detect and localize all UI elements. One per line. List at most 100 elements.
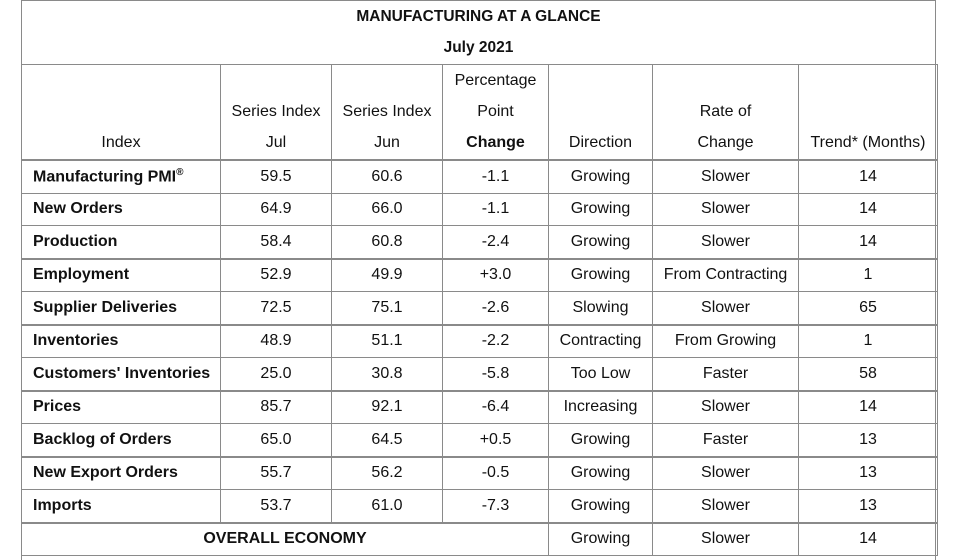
row-jun: 75.1 bbox=[331, 291, 443, 325]
row-rate: Slower bbox=[652, 192, 799, 226]
row-rate: Faster bbox=[652, 423, 799, 457]
row-jun: 49.9 bbox=[331, 257, 443, 292]
row-change: -1.1 bbox=[442, 192, 549, 226]
row-trend: 13 bbox=[798, 455, 938, 490]
table-row: Prices 85.7 92.1 -6.4 Increasing Slower … bbox=[21, 389, 938, 424]
row-jul: 52.9 bbox=[220, 257, 332, 292]
row-direction: Too Low bbox=[548, 357, 653, 391]
header-change: Percentage Point Change bbox=[442, 64, 549, 161]
table-row: New Orders 64.9 66.0 -1.1 Growing Slower… bbox=[21, 192, 938, 226]
row-trend: 65 bbox=[798, 291, 938, 325]
row-change: -0.5 bbox=[442, 455, 549, 490]
row-rate: From Growing bbox=[652, 323, 799, 358]
header-index: Index bbox=[21, 64, 221, 161]
row-rate: Slower bbox=[652, 225, 799, 259]
row-jun: 92.1 bbox=[331, 389, 443, 424]
row-jul: 85.7 bbox=[220, 389, 332, 424]
row-direction: Growing bbox=[548, 192, 653, 226]
row-direction: Growing bbox=[548, 489, 653, 523]
row-rate: Slower bbox=[652, 389, 799, 424]
row-change: -1.1 bbox=[442, 159, 549, 194]
manufacturing-table: Index Series Index Jul Series Index Jun Pe… bbox=[21, 64, 938, 556]
row-trend: 14 bbox=[798, 225, 938, 259]
row-trend: 13 bbox=[798, 423, 938, 457]
row-direction: Growing bbox=[548, 225, 653, 259]
row-change: -2.6 bbox=[442, 291, 549, 325]
row-direction: Growing bbox=[548, 159, 653, 194]
row-trend: 58 bbox=[798, 357, 938, 391]
header-trend: Trend* (Months) bbox=[798, 64, 938, 161]
row-name: Customers' Inventories bbox=[21, 357, 221, 391]
row-jun: 61.0 bbox=[331, 489, 443, 523]
row-name: Imports bbox=[21, 489, 221, 523]
table-subtitle: July 2021 bbox=[443, 39, 514, 56]
row-direction: Increasing bbox=[548, 389, 653, 424]
row-trend: 13 bbox=[798, 489, 938, 523]
header-row: Index Series Index Jul Series Index Jun Pe… bbox=[21, 64, 938, 161]
row-trend: 14 bbox=[798, 192, 938, 226]
table-row: Manufacturing PMI® 59.5 60.6 -1.1 Growin… bbox=[21, 159, 938, 194]
row-name: New Export Orders bbox=[21, 455, 221, 490]
row-rate: Slower bbox=[652, 489, 799, 523]
row-direction: Growing bbox=[548, 423, 653, 457]
row-jul: 58.4 bbox=[220, 225, 332, 259]
row-jun: 51.1 bbox=[331, 323, 443, 358]
row-trend: 1 bbox=[798, 257, 938, 292]
overall-direction: Growing bbox=[548, 521, 653, 556]
table-title: MANUFACTURING AT A GLANCE bbox=[356, 8, 601, 25]
row-jul: 55.7 bbox=[220, 455, 332, 490]
row-change: +0.5 bbox=[442, 423, 549, 457]
row-name: New Orders bbox=[21, 192, 221, 226]
row-name: Supplier Deliveries bbox=[21, 291, 221, 325]
row-jun: 60.6 bbox=[331, 159, 443, 194]
row-name: Manufacturing PMI® bbox=[21, 159, 221, 194]
overall-label: OVERALL ECONOMY bbox=[21, 521, 549, 556]
table-row: Backlog of Orders 65.0 64.5 +0.5 Growing… bbox=[21, 423, 938, 457]
row-jul: 53.7 bbox=[220, 489, 332, 523]
row-jul: 59.5 bbox=[220, 159, 332, 194]
row-jun: 30.8 bbox=[331, 357, 443, 391]
table-row: New Export Orders 55.7 56.2 -0.5 Growing… bbox=[21, 455, 938, 490]
row-change: -5.8 bbox=[442, 357, 549, 391]
table-row: Employment 52.9 49.9 +3.0 Growing From C… bbox=[21, 257, 938, 292]
row-jul: 65.0 bbox=[220, 423, 332, 457]
row-jun: 56.2 bbox=[331, 455, 443, 490]
row-jul: 25.0 bbox=[220, 357, 332, 391]
header-jul: Series Index Jul bbox=[220, 64, 332, 161]
header-direction: Direction bbox=[548, 64, 653, 161]
table-row: Supplier Deliveries 72.5 75.1 -2.6 Slowi… bbox=[21, 291, 938, 325]
header-rate: Rate of Change bbox=[652, 64, 799, 161]
row-rate: Slower bbox=[652, 291, 799, 325]
row-jun: 64.5 bbox=[331, 423, 443, 457]
table-row: Production 58.4 60.8 -2.4 Growing Slower… bbox=[21, 225, 938, 259]
row-name: Prices bbox=[21, 389, 221, 424]
row-rate: Faster bbox=[652, 357, 799, 391]
row-change: -2.2 bbox=[442, 323, 549, 358]
table-row: Imports 53.7 61.0 -7.3 Growing Slower 13 bbox=[21, 489, 938, 523]
row-rate: Slower bbox=[652, 455, 799, 490]
row-change: -6.4 bbox=[442, 389, 549, 424]
overall-row: OVERALL ECONOMY Growing Slower 14 bbox=[21, 521, 938, 556]
row-direction: Growing bbox=[548, 455, 653, 490]
row-trend: 14 bbox=[798, 389, 938, 424]
row-name: Inventories bbox=[21, 323, 221, 358]
row-trend: 1 bbox=[798, 323, 938, 358]
row-rate: From Contracting bbox=[652, 257, 799, 292]
table-row: Inventories 48.9 51.1 -2.2 Contracting F… bbox=[21, 323, 938, 358]
row-trend: 14 bbox=[798, 159, 938, 194]
row-rate: Slower bbox=[652, 159, 799, 194]
row-jun: 60.8 bbox=[331, 225, 443, 259]
row-direction: Slowing bbox=[548, 291, 653, 325]
row-direction: Contracting bbox=[548, 323, 653, 358]
header-jun: Series Index Jun bbox=[331, 64, 443, 161]
row-name: Production bbox=[21, 225, 221, 259]
row-jun: 66.0 bbox=[331, 192, 443, 226]
overall-trend: 14 bbox=[798, 521, 938, 556]
row-name: Employment bbox=[21, 257, 221, 292]
row-jul: 48.9 bbox=[220, 323, 332, 358]
row-direction: Growing bbox=[548, 257, 653, 292]
row-name: Backlog of Orders bbox=[21, 423, 221, 457]
overall-rate: Slower bbox=[652, 521, 799, 556]
row-change: -7.3 bbox=[442, 489, 549, 523]
row-jul: 64.9 bbox=[220, 192, 332, 226]
